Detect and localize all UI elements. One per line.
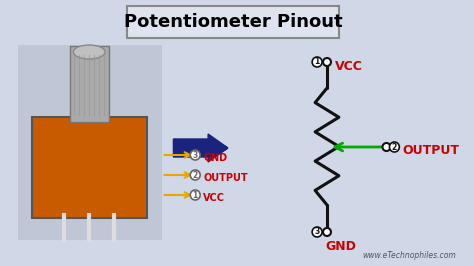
Text: 3: 3 — [192, 151, 198, 160]
Circle shape — [312, 57, 322, 67]
Circle shape — [190, 190, 200, 200]
Circle shape — [383, 143, 391, 151]
Text: 2: 2 — [192, 171, 198, 180]
Text: VCC: VCC — [203, 193, 225, 203]
Text: 1: 1 — [314, 57, 320, 66]
Circle shape — [323, 228, 331, 236]
Circle shape — [190, 150, 200, 160]
Circle shape — [323, 58, 331, 66]
FancyBboxPatch shape — [70, 46, 109, 122]
Text: OUTPUT: OUTPUT — [402, 143, 459, 156]
Text: 3: 3 — [314, 227, 320, 236]
FancyBboxPatch shape — [18, 45, 162, 240]
Text: www.eTechnophiles.com: www.eTechnophiles.com — [362, 251, 456, 260]
FancyArrow shape — [173, 134, 228, 162]
Text: VCC: VCC — [335, 60, 363, 73]
Text: OUTPUT: OUTPUT — [203, 173, 248, 183]
Text: GND: GND — [203, 153, 227, 163]
FancyBboxPatch shape — [32, 117, 146, 218]
FancyBboxPatch shape — [127, 6, 339, 38]
Text: GND: GND — [325, 239, 356, 252]
Text: Potentiometer Pinout: Potentiometer Pinout — [124, 13, 342, 31]
Text: 1: 1 — [192, 190, 198, 200]
Text: 2: 2 — [392, 143, 397, 152]
Circle shape — [390, 142, 399, 152]
Circle shape — [312, 227, 322, 237]
Ellipse shape — [73, 45, 105, 59]
Circle shape — [190, 170, 200, 180]
